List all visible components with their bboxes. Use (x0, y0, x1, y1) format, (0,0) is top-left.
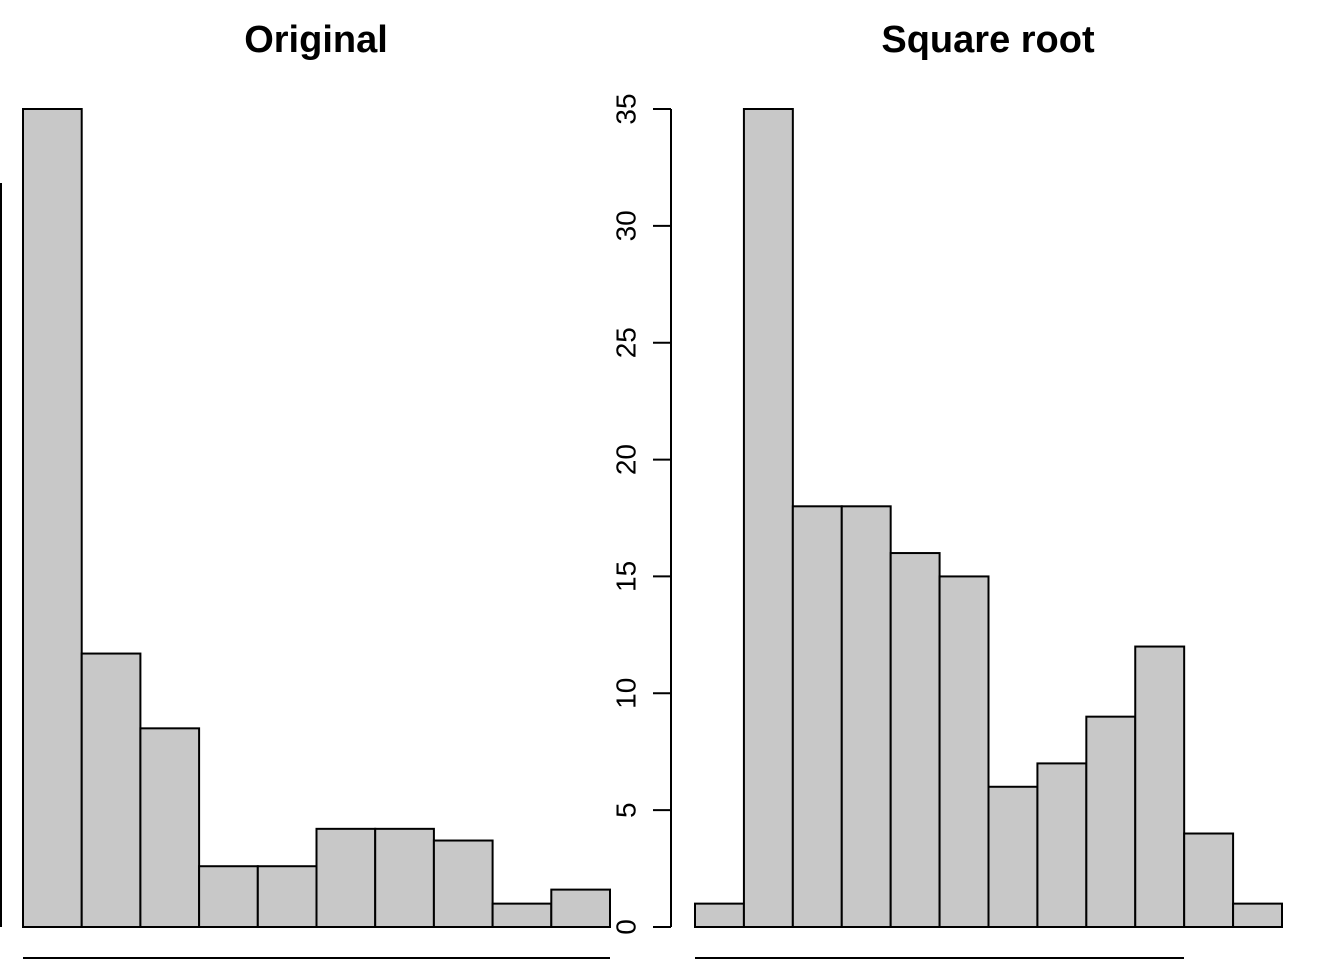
histogram-bar (1183, 832, 1235, 929)
histogram-bar (889, 552, 941, 928)
panel-square-root: Square root 0 5 10 15 20 25 30 35 (611, 19, 1283, 959)
histogram-bar (791, 505, 843, 928)
y-tick-label: 35 (611, 93, 642, 124)
panel-original: Original (0, 19, 611, 959)
histogram-bar (139, 727, 201, 929)
chart-title: Square root (881, 19, 1095, 61)
histogram-bar (374, 827, 435, 929)
histogram-bar (491, 902, 553, 929)
histogram-bar (315, 827, 377, 929)
histogram-bar (256, 865, 318, 928)
y-tick-label: 5 (611, 802, 642, 818)
y-tick-label: 10 (611, 678, 642, 709)
histogram-bar (198, 865, 259, 928)
histogram-bar (694, 902, 745, 929)
y-tick-label: 30 (611, 210, 642, 241)
histogram-bar (550, 888, 611, 928)
histogram-bar (1036, 762, 1088, 929)
histogram-bar (80, 652, 142, 928)
histogram-bar (938, 575, 990, 928)
y-tick-label: 25 (611, 327, 642, 358)
histogram-bar (1232, 902, 1283, 929)
histogram-bar (1085, 715, 1137, 928)
y-tick-label: 15 (611, 561, 642, 592)
histogram-bar (22, 108, 83, 928)
y-tick-label: 0 (611, 919, 642, 935)
chart-title: Original (244, 19, 388, 61)
histogram-bar (840, 505, 892, 928)
histogram-bar (987, 785, 1039, 929)
histogram-bar (1134, 645, 1186, 928)
histogram-bar (742, 108, 794, 928)
y-tick-label: 20 (611, 444, 642, 475)
histogram-bar (432, 839, 494, 929)
